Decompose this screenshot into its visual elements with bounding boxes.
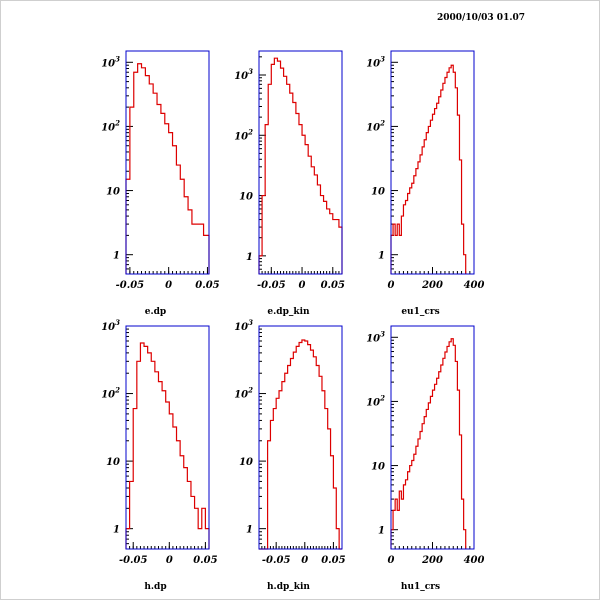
y-tick-label: 103 [101, 54, 120, 69]
y-tick-label: 10 [371, 462, 385, 473]
x-tick-label: 400 [464, 280, 485, 291]
y-tick-label: 1 [113, 251, 120, 262]
x-tick-label: 0.05 [321, 280, 345, 291]
histogram-panel-6: 0 200 400 1 10 102 103 hu1_crs [366, 325, 485, 592]
y-tick-label: 10 [239, 192, 253, 203]
timestamp-label: 2000/10/03 01.07 [437, 13, 525, 23]
histogram-line [258, 57, 343, 274]
plot-frame [125, 325, 210, 550]
y-tick-label: 10 [106, 187, 120, 198]
x-tick-label: 200 [421, 555, 443, 566]
histogram-panel-2: -0.05 0 0.05 1 10 102 103 e.dp_kin [234, 50, 345, 317]
x-tick-label: 0 [388, 555, 395, 566]
y-tick-label: 1 [378, 251, 385, 262]
x-axis-label: e.dp_kin [267, 307, 310, 317]
histogram-panel-5: -0.05 0 0.05 1 10 102 103 h.dp_kin [234, 318, 345, 592]
y-tick-label: 103 [234, 67, 253, 82]
y-tick-label: 102 [234, 127, 253, 142]
y-tick-label: 10 [239, 457, 253, 468]
histogram-line [125, 63, 210, 274]
y-tick-label: 1 [113, 525, 120, 536]
histogram-panel-4: -0.05 0 0.05 1 10 102 103 h.dp [101, 318, 217, 592]
plot-frame [125, 50, 210, 275]
x-tick-label: -0.05 [119, 555, 148, 566]
y-tick-label: 103 [234, 318, 253, 333]
y-tick-label: 102 [234, 386, 253, 401]
x-tick-label: 0 [299, 280, 306, 291]
y-tick-label: 103 [101, 318, 120, 333]
y-tick-label: 10 [371, 187, 385, 198]
y-tick-label: 103 [366, 329, 385, 344]
plot-frame [390, 50, 475, 275]
y-tick-label: 102 [101, 386, 120, 401]
x-tick-label: 0.05 [195, 280, 219, 291]
y-tick-label: 1 [378, 526, 385, 537]
y-tick-label: 10 [106, 457, 120, 468]
x-tick-label: -0.05 [262, 555, 291, 566]
axis-ticks [125, 61, 208, 274]
plot-frame [390, 325, 475, 550]
x-tick-label: -0.05 [116, 280, 145, 291]
x-tick-label: 0.05 [193, 555, 217, 566]
x-tick-label: -0.05 [257, 280, 286, 291]
x-tick-label: 0 [388, 280, 395, 291]
x-tick-label: 200 [421, 280, 443, 291]
y-tick-label: 102 [101, 118, 120, 133]
histogram-line [390, 64, 467, 274]
x-axis-label: e.dp [145, 307, 166, 317]
y-tick-label: 1 [246, 525, 253, 536]
y-tick-label: 102 [366, 393, 385, 408]
x-tick-label: 400 [464, 555, 485, 566]
x-tick-label: 0 [165, 280, 172, 291]
x-tick-label: 0 [166, 555, 173, 566]
histogram-panel-3: 0 200 400 1 10 102 103 eu1_crs [366, 50, 485, 317]
plot-frame [258, 50, 343, 275]
x-tick-label: 0 [301, 555, 308, 566]
axis-ticks [258, 325, 343, 549]
axis-ticks [125, 325, 210, 549]
x-axis-label: h.dp [144, 582, 166, 592]
histogram-line [125, 342, 210, 549]
x-axis-label: hu1_crs [401, 582, 440, 592]
x-tick-label: 0.05 [321, 555, 345, 566]
plot-frame [258, 325, 343, 550]
y-tick-label: 1 [246, 252, 253, 263]
histogram-line [259, 339, 342, 550]
axis-ticks [258, 56, 343, 274]
y-tick-label: 103 [366, 54, 385, 69]
x-axis-label: eu1_crs [401, 307, 439, 317]
histogram-panel-1: -0.05 0 0.05 1 10 102 103 e.dp [101, 50, 220, 317]
x-axis-label: h.dp_kin [267, 582, 310, 592]
y-tick-label: 102 [366, 118, 385, 133]
histogram-line [390, 338, 467, 549]
